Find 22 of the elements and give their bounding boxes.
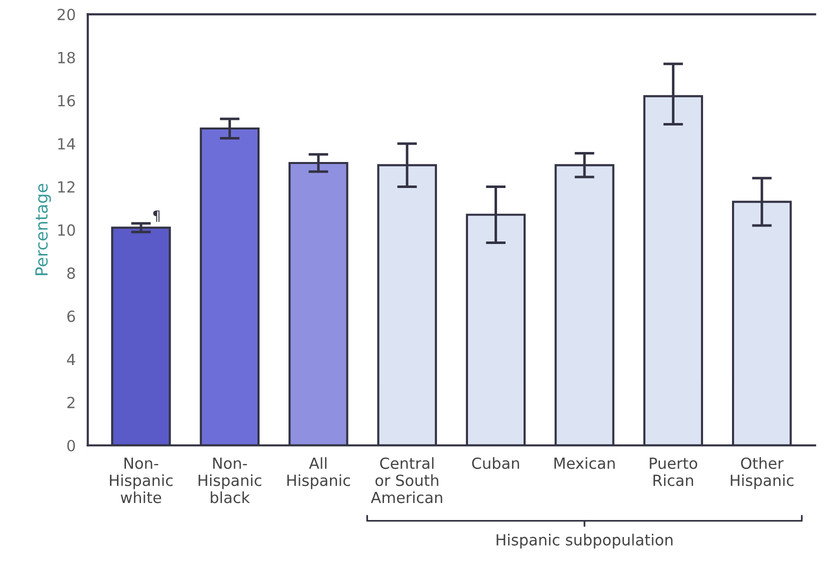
y-tick-label: 6 — [67, 310, 76, 322]
y-tick-label: 20 — [58, 8, 75, 20]
x-tick-label: All Hispanic — [287, 457, 350, 490]
x-tick-label: Non- Hispanic black — [198, 458, 262, 504]
y-tick-label: 14 — [58, 138, 76, 150]
y-tick-label: 12 — [58, 181, 74, 193]
x-tick-label: Other Hispanic — [730, 457, 794, 490]
x-tick-label: Central or South American — [370, 457, 442, 504]
y-tick-label: 8 — [67, 267, 75, 279]
y-tick-label: 10 — [58, 224, 75, 236]
y-tick-label: 0 — [67, 440, 75, 452]
y-tick-label: 4 — [67, 354, 76, 365]
y-tick-label: 16 — [58, 94, 76, 107]
y-axis-title: Percentage — [35, 184, 51, 276]
y-tick-label: 18 — [58, 52, 75, 64]
x-tick-label: Cuban — [472, 457, 520, 470]
text: Hispanic subpopulation — [496, 534, 672, 549]
x-tick-label: Puerto Rican — [650, 458, 698, 486]
x-tick-label: Non- Hispanic white — [110, 458, 173, 504]
x-tick-label: Mexican — [554, 457, 615, 470]
annotation: ¶ — [153, 210, 160, 222]
y-tick-label: 2 — [67, 396, 74, 408]
